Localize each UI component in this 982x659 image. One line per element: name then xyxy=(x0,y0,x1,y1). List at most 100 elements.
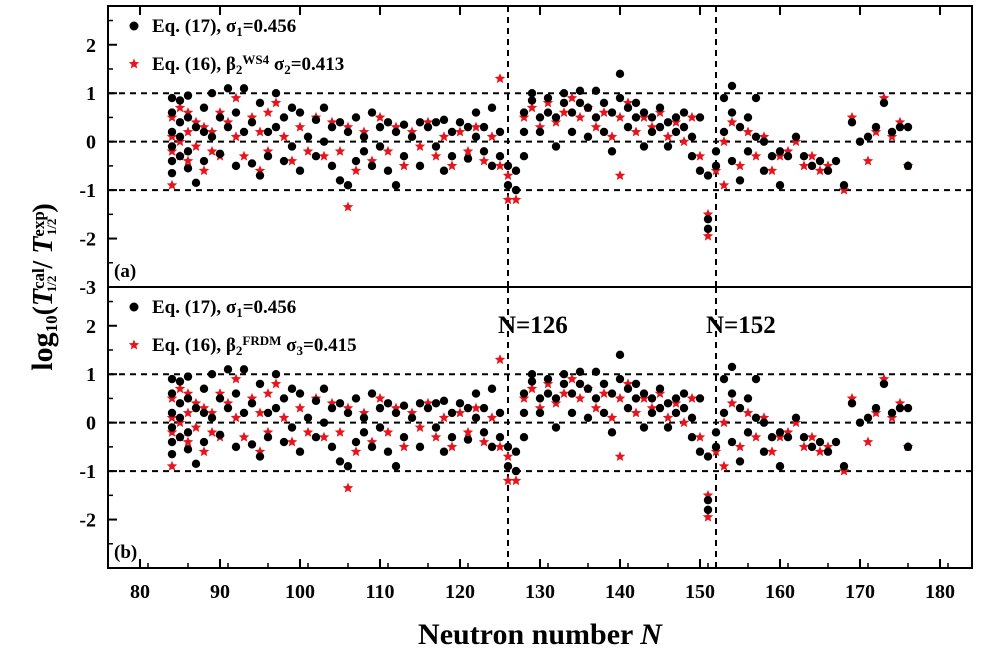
data-point-star xyxy=(166,131,178,142)
data-point-star xyxy=(294,402,306,413)
data-point-circle xyxy=(527,370,537,379)
data-point-circle xyxy=(463,154,473,163)
data-point-star xyxy=(542,97,554,108)
data-point-circle xyxy=(367,389,377,398)
data-point-circle xyxy=(447,151,457,161)
data-point-circle xyxy=(495,432,505,442)
data-point-star xyxy=(254,407,266,418)
data-point-circle xyxy=(671,127,681,137)
data-point-star xyxy=(510,475,522,486)
data-point-star xyxy=(430,431,442,442)
data-point-circle xyxy=(775,462,785,471)
data-point-circle xyxy=(311,432,321,442)
data-point-star xyxy=(742,126,754,137)
data-point-circle xyxy=(703,171,713,180)
data-point-circle xyxy=(511,166,521,175)
data-point-circle xyxy=(207,132,217,142)
data-point-circle xyxy=(527,96,537,105)
data-point-star xyxy=(550,116,562,127)
data-point-circle xyxy=(359,132,369,142)
legend-label: Eq. (16), β2FRDM σ3=0.415 xyxy=(152,333,357,358)
data-point-star xyxy=(470,121,482,132)
data-point-star xyxy=(438,412,450,423)
data-point-circle xyxy=(759,137,769,146)
data-point-circle xyxy=(391,462,401,471)
x-tick-label: 170 xyxy=(845,581,875,603)
data-point-circle xyxy=(199,156,209,166)
data-point-circle xyxy=(575,86,585,95)
data-point-circle xyxy=(423,403,433,413)
data-point-circle xyxy=(383,447,393,456)
data-point-circle xyxy=(359,413,369,423)
data-point-circle xyxy=(303,132,313,142)
data-point-circle xyxy=(743,394,753,403)
data-point-circle xyxy=(167,408,177,418)
y-tick-label: 1 xyxy=(86,83,96,105)
data-point-star xyxy=(518,111,530,122)
data-point-circle xyxy=(167,108,177,117)
data-point-circle xyxy=(311,396,321,406)
data-point-circle xyxy=(263,432,273,442)
data-point-star xyxy=(494,160,506,171)
data-point-star xyxy=(574,111,586,122)
data-point-circle xyxy=(575,367,585,376)
y-tick-label: -2 xyxy=(79,510,96,532)
data-point-circle xyxy=(215,113,225,122)
data-point-star xyxy=(502,451,514,462)
data-point-star xyxy=(686,392,698,403)
data-point-circle xyxy=(583,103,593,112)
panel-frame xyxy=(107,5,973,288)
data-point-star xyxy=(174,383,186,394)
data-point-circle xyxy=(231,161,241,171)
data-point-circle xyxy=(863,132,873,142)
data-point-circle xyxy=(207,370,217,379)
data-point-circle xyxy=(167,449,177,459)
data-point-circle xyxy=(271,89,281,98)
data-point-circle xyxy=(199,127,209,137)
data-point-circle xyxy=(183,91,193,100)
data-point-circle xyxy=(359,147,369,156)
data-point-circle xyxy=(615,69,625,79)
data-point-circle xyxy=(415,399,425,408)
data-point-circle xyxy=(671,408,681,418)
data-point-star xyxy=(606,131,618,142)
data-point-circle xyxy=(279,113,289,122)
data-point-circle xyxy=(223,365,233,374)
data-point-star xyxy=(638,392,650,403)
data-point-star xyxy=(734,160,746,171)
data-point-star xyxy=(334,145,346,156)
data-point-circle xyxy=(719,408,729,418)
data-point-circle xyxy=(799,151,809,161)
data-point-star xyxy=(438,131,450,142)
data-point-star xyxy=(382,426,394,437)
data-point-circle xyxy=(439,166,449,175)
data-point-circle xyxy=(823,447,833,456)
data-point-star xyxy=(886,412,898,423)
data-point-star xyxy=(518,392,530,403)
data-point-star xyxy=(334,426,346,437)
magic-number-label: N=126 xyxy=(498,312,568,339)
data-point-circle xyxy=(359,428,369,437)
data-point-star xyxy=(302,426,314,437)
y-tick-label: -1 xyxy=(79,180,96,202)
y-axis-title: log10(Tcal1/2 / Texp1/2) xyxy=(26,203,61,371)
panel-a: 2 1 0 -1 -2 -3 Eq. (17), σ1=0.456 Eq. (16), β2W… xyxy=(79,5,973,299)
data-point-star xyxy=(398,160,410,171)
data-point-circle xyxy=(175,432,185,442)
data-point-circle xyxy=(535,394,545,403)
x-axis-title: Neutron number N xyxy=(418,618,663,651)
data-point-star xyxy=(550,397,562,408)
data-point-star xyxy=(166,460,178,471)
data-point-star xyxy=(718,460,730,471)
data-point-star xyxy=(814,446,826,457)
data-point-star xyxy=(342,201,354,212)
data-point-circle xyxy=(271,403,281,413)
data-point-star xyxy=(654,388,666,399)
data-point-circle xyxy=(879,98,889,108)
x-tick-label: 180 xyxy=(925,581,955,603)
data-point-star xyxy=(566,92,578,103)
data-point-circle xyxy=(335,399,345,408)
data-point-circle xyxy=(727,156,737,166)
data-point-circle xyxy=(295,166,305,175)
y-tick-label: -1 xyxy=(79,461,96,483)
